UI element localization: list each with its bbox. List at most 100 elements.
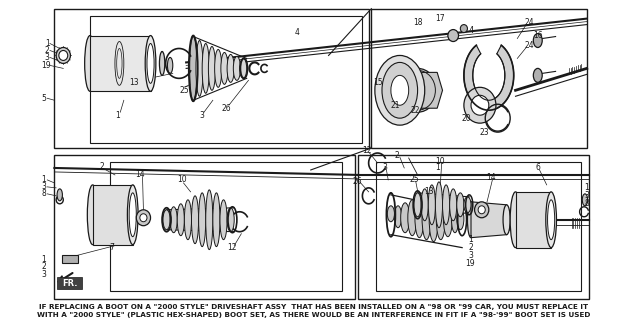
- Text: 3: 3: [45, 53, 50, 62]
- Text: 26: 26: [352, 177, 362, 187]
- Text: 14: 14: [486, 173, 495, 182]
- Bar: [55, 9, 369, 148]
- Ellipse shape: [199, 193, 206, 247]
- Ellipse shape: [170, 207, 177, 233]
- Ellipse shape: [547, 200, 555, 240]
- Ellipse shape: [163, 210, 170, 230]
- Text: 1: 1: [41, 175, 46, 184]
- Text: 19: 19: [41, 61, 51, 70]
- Ellipse shape: [534, 68, 542, 82]
- Ellipse shape: [394, 206, 401, 228]
- Ellipse shape: [517, 215, 523, 235]
- Text: 3: 3: [200, 111, 204, 120]
- Ellipse shape: [145, 36, 156, 91]
- Ellipse shape: [127, 185, 138, 244]
- Ellipse shape: [456, 208, 464, 230]
- Bar: [358, 155, 589, 300]
- Ellipse shape: [456, 193, 464, 217]
- Text: 10: 10: [435, 157, 445, 166]
- Text: 4: 4: [468, 26, 473, 35]
- Bar: [90, 16, 362, 143]
- Text: 2: 2: [468, 243, 473, 252]
- Ellipse shape: [184, 200, 191, 240]
- Ellipse shape: [177, 204, 184, 236]
- Text: 3: 3: [41, 270, 46, 279]
- Ellipse shape: [57, 189, 63, 201]
- Ellipse shape: [159, 52, 165, 76]
- Text: 1: 1: [45, 39, 50, 48]
- Ellipse shape: [503, 205, 510, 235]
- Text: 3: 3: [468, 251, 473, 260]
- Ellipse shape: [401, 203, 409, 233]
- Text: 12: 12: [362, 146, 372, 155]
- Ellipse shape: [191, 196, 199, 244]
- Ellipse shape: [421, 189, 428, 221]
- Text: 1: 1: [115, 111, 120, 120]
- Bar: [376, 162, 581, 292]
- Text: 3: 3: [382, 164, 387, 172]
- Ellipse shape: [405, 76, 430, 104]
- Ellipse shape: [448, 29, 458, 42]
- Ellipse shape: [414, 193, 421, 217]
- Ellipse shape: [415, 198, 424, 238]
- Ellipse shape: [85, 36, 95, 91]
- Ellipse shape: [167, 58, 173, 73]
- Text: 22: 22: [410, 106, 419, 115]
- Ellipse shape: [233, 56, 240, 80]
- Ellipse shape: [451, 205, 458, 233]
- Ellipse shape: [240, 59, 246, 78]
- Text: IF REPLACING A BOOT ON A "2000 STYLE" DRIVESHAFT ASSY  THAT HAS BEEN INSTALLED O: IF REPLACING A BOOT ON A "2000 STYLE" DR…: [39, 304, 588, 310]
- Ellipse shape: [391, 76, 409, 105]
- Text: 12: 12: [228, 243, 237, 252]
- Ellipse shape: [443, 185, 450, 225]
- Ellipse shape: [375, 55, 424, 125]
- Bar: [55, 155, 356, 300]
- Text: 25: 25: [179, 86, 189, 95]
- Text: 20: 20: [461, 114, 472, 123]
- Text: 3: 3: [584, 191, 589, 200]
- Text: WITH A "2000 STYLE" (PLASTIC HEX-SHAPED) BOOT SET, AS THERE WOULD BE AN INTERFER: WITH A "2000 STYLE" (PLASTIC HEX-SHAPED)…: [37, 312, 590, 318]
- Text: 7: 7: [110, 243, 115, 252]
- Text: 23: 23: [480, 128, 489, 137]
- Ellipse shape: [510, 192, 521, 248]
- Ellipse shape: [450, 189, 456, 221]
- Text: 18: 18: [413, 18, 423, 27]
- Ellipse shape: [227, 208, 234, 232]
- Ellipse shape: [464, 87, 496, 123]
- Text: 24: 24: [524, 41, 534, 50]
- Text: 10: 10: [177, 175, 186, 184]
- Text: 2: 2: [45, 46, 50, 55]
- Bar: [371, 9, 587, 148]
- Text: 4: 4: [295, 28, 300, 37]
- Ellipse shape: [136, 210, 150, 226]
- Polygon shape: [90, 36, 150, 91]
- Ellipse shape: [196, 41, 203, 96]
- Ellipse shape: [190, 36, 197, 100]
- Ellipse shape: [87, 185, 98, 244]
- Ellipse shape: [147, 44, 154, 83]
- Polygon shape: [515, 192, 551, 248]
- Ellipse shape: [478, 206, 485, 214]
- Bar: [110, 162, 342, 292]
- Text: 1: 1: [468, 235, 473, 244]
- Text: 25: 25: [409, 175, 419, 184]
- Text: FR.: FR.: [62, 279, 77, 288]
- Ellipse shape: [387, 206, 394, 222]
- Text: 8: 8: [584, 199, 589, 208]
- Bar: [57, 277, 82, 289]
- Text: 14: 14: [135, 171, 145, 180]
- Text: 2: 2: [395, 150, 399, 160]
- Ellipse shape: [220, 200, 227, 240]
- Ellipse shape: [208, 46, 216, 90]
- Ellipse shape: [468, 202, 475, 238]
- Ellipse shape: [464, 197, 471, 213]
- Polygon shape: [393, 72, 443, 108]
- Ellipse shape: [408, 200, 417, 236]
- Ellipse shape: [436, 198, 445, 240]
- Polygon shape: [93, 185, 133, 244]
- Ellipse shape: [475, 202, 489, 218]
- Ellipse shape: [460, 25, 468, 33]
- Bar: [61, 255, 78, 262]
- Text: 1: 1: [41, 255, 46, 264]
- Text: 24: 24: [524, 18, 534, 27]
